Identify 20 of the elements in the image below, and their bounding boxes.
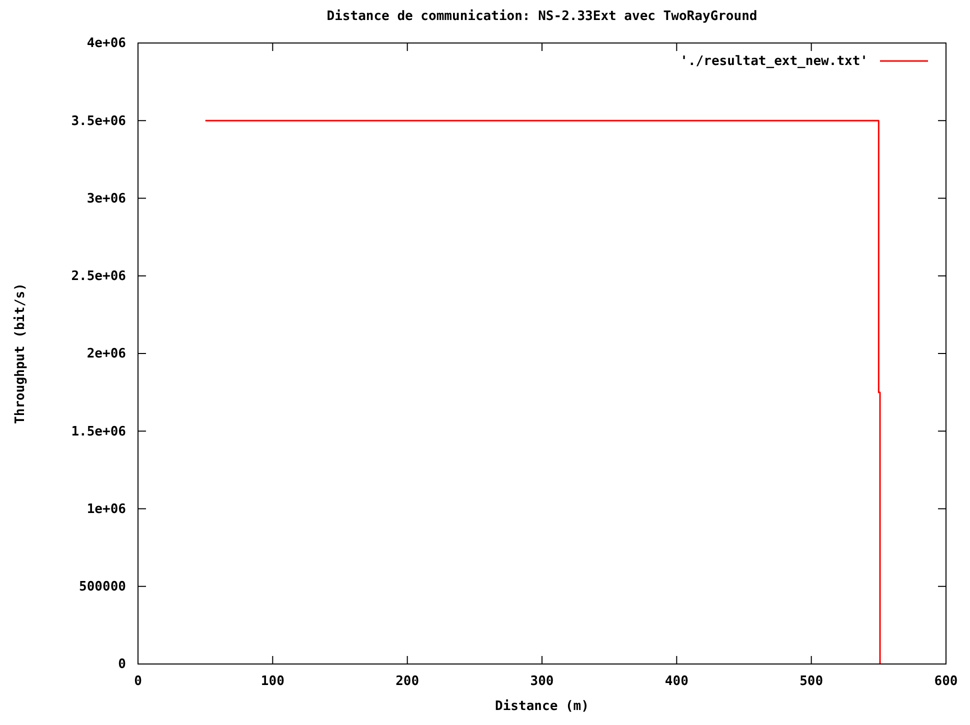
x-tick-label: 0 — [134, 674, 142, 690]
y-tick-label: 1.5e+06 — [71, 424, 126, 440]
y-tick-label: 2.5e+06 — [71, 269, 126, 284]
x-tick-label: 600 — [934, 674, 958, 690]
y-tick-label: 4e+06 — [86, 36, 126, 52]
x-tick-label: 400 — [664, 674, 689, 690]
y-tick-label: 3.5e+06 — [71, 114, 126, 129]
x-tick-label: 200 — [396, 674, 420, 690]
x-tick-label: 300 — [530, 674, 554, 690]
y-axis-title: Throughput (bit/s) — [13, 283, 28, 424]
x-axis-title: Distance (m) — [495, 699, 589, 714]
y-tick-label: 500000 — [79, 580, 126, 595]
y-tick-label: 0 — [118, 657, 126, 672]
chart-title: Distance de communication: NS-2.33Ext avec TwoRayGround — [326, 9, 758, 24]
y-tick-label: 2e+06 — [86, 346, 126, 362]
y-tick-label: 3e+06 — [86, 191, 126, 206]
x-tick-label: 100 — [260, 674, 285, 690]
x-tick-label: 500 — [800, 674, 824, 690]
y-tick-label: 1e+06 — [86, 502, 126, 517]
legend-label: './resultat_ext_new.txt' — [680, 54, 868, 69]
